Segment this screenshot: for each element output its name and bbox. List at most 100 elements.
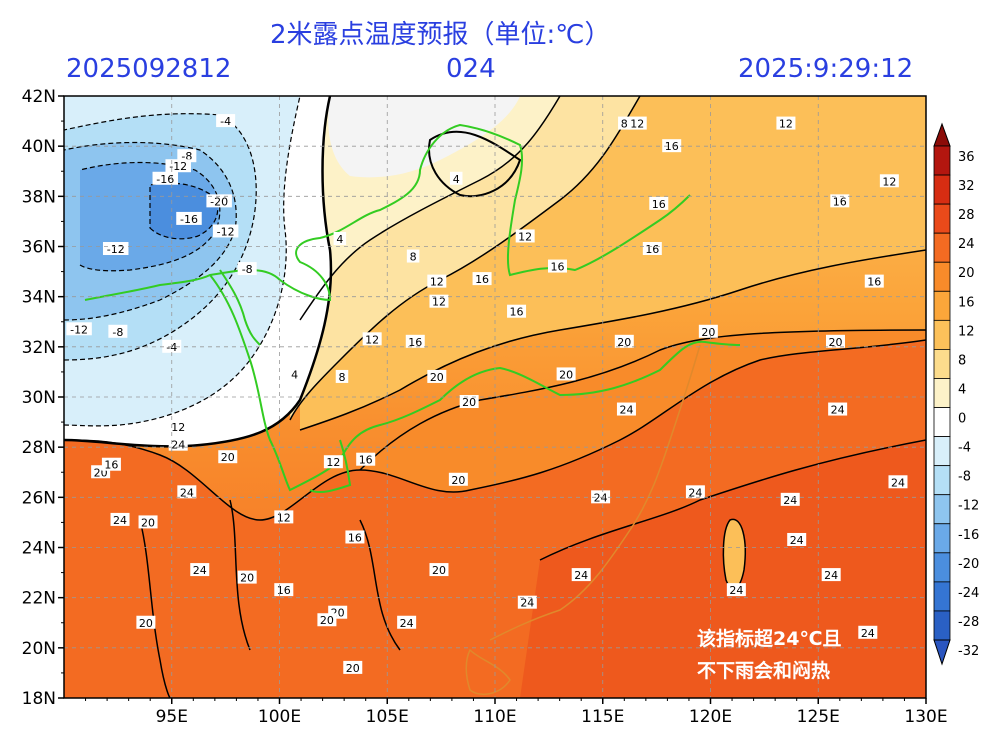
lat-tick-label: 28N bbox=[22, 438, 56, 458]
contour-label-text: 24 bbox=[688, 486, 702, 499]
contour-label-text: 16 bbox=[104, 459, 118, 472]
contour-label: 24 bbox=[787, 532, 807, 547]
colorbar-swatch bbox=[933, 581, 951, 612]
contour-label-text: 16 bbox=[652, 198, 666, 211]
contour-label-bg bbox=[345, 530, 365, 544]
contour-label: 24 bbox=[858, 625, 878, 640]
contour-label-text: -8 bbox=[112, 326, 123, 339]
valid-time: 2025:9:29:12 bbox=[738, 54, 914, 84]
contour-label-text: -20 bbox=[210, 195, 228, 208]
contour-label-bg bbox=[591, 490, 611, 504]
contour-label-text: 24 bbox=[171, 439, 185, 452]
contour-label-bg bbox=[177, 149, 197, 163]
contour-label: 20 bbox=[825, 334, 845, 349]
contour-label-bg bbox=[828, 402, 848, 416]
contour-label-text: 16 bbox=[277, 584, 291, 597]
colorbar-swatch bbox=[933, 523, 951, 554]
contour-label-bg bbox=[888, 475, 908, 489]
contour-label-bg bbox=[323, 455, 343, 469]
colorbar-swatch bbox=[933, 290, 951, 321]
contour-label-text: 24 bbox=[729, 584, 743, 597]
contour-label: 24 bbox=[726, 583, 746, 597]
contour-label: 24 bbox=[591, 490, 611, 504]
contour-label-text: 20 bbox=[240, 572, 254, 585]
contour-label-bg bbox=[206, 194, 232, 208]
lat-tick-label: 20N bbox=[22, 639, 56, 659]
zone-28 bbox=[520, 440, 926, 698]
contour-label-bg bbox=[830, 194, 850, 208]
contour-label-bg bbox=[649, 196, 669, 210]
colorbar-swatch bbox=[933, 552, 951, 583]
colorbar-bottom-arrow bbox=[933, 639, 951, 666]
colorbar-swatch bbox=[933, 203, 951, 234]
note-line-2: 不下雨会和闷热 bbox=[697, 660, 831, 682]
contour-label-bg bbox=[642, 242, 662, 256]
colorbar-label: 8 bbox=[958, 353, 966, 368]
contour-label: 12 bbox=[515, 229, 535, 243]
contour-label-bg bbox=[317, 613, 337, 627]
contour-label-bg bbox=[136, 615, 156, 629]
contour-label-bg bbox=[362, 332, 382, 346]
contour-label-text: 12 bbox=[432, 296, 446, 309]
contour-label-text: 24 bbox=[824, 569, 838, 582]
forecast-lead-hours: 024 bbox=[446, 54, 496, 84]
lon-tick-label: 95E bbox=[156, 707, 188, 727]
contour-label-bg bbox=[427, 274, 447, 288]
lat-tick-label: 36N bbox=[22, 238, 56, 258]
contour-label: 12 bbox=[879, 174, 899, 188]
colorbar-swatch bbox=[933, 407, 951, 437]
contour-label: 20 bbox=[317, 613, 337, 627]
map-title: 2米露点温度预报（单位:℃） bbox=[270, 20, 611, 50]
contour-label-text: 12 bbox=[518, 230, 532, 243]
lat-tick-label: 32N bbox=[22, 338, 56, 358]
contour-label-text: 16 bbox=[665, 140, 679, 153]
contour-label-text: -16 bbox=[180, 213, 198, 226]
contour-label-text: 16 bbox=[348, 531, 362, 544]
colorbar-label: -4 bbox=[958, 441, 971, 456]
contour-label-bg bbox=[176, 211, 202, 225]
contour-label: 12 bbox=[627, 116, 647, 131]
colorbar-swatch bbox=[933, 174, 951, 205]
contour-label-bg bbox=[190, 563, 210, 577]
lat-tick-label: 38N bbox=[22, 187, 56, 207]
contour-label-bg bbox=[274, 583, 294, 597]
colorbar-swatch bbox=[933, 232, 951, 263]
contour-label-text: 16 bbox=[510, 306, 524, 319]
lat-tick-label: 26N bbox=[22, 488, 56, 508]
colorbar-label: -24 bbox=[958, 586, 979, 601]
contour-label-bg bbox=[335, 369, 349, 383]
contour-label: 24 bbox=[828, 402, 848, 417]
contour-label: 24 bbox=[780, 492, 800, 507]
colorbar-swatch bbox=[933, 319, 951, 350]
contour-label-bg bbox=[356, 452, 376, 466]
colorbar-swatch bbox=[933, 261, 951, 292]
contour-label: 12 bbox=[429, 294, 449, 309]
contour-label-text: 20 bbox=[139, 617, 153, 630]
contour-label-text: 16 bbox=[550, 261, 564, 274]
contour-label: 8 bbox=[335, 369, 349, 384]
contour-label: 24 bbox=[177, 485, 197, 499]
contour-label-bg bbox=[776, 116, 796, 130]
contour-label-text: -12 bbox=[70, 323, 88, 336]
contour-label-bg bbox=[343, 660, 363, 674]
contour-label: 8 bbox=[618, 116, 631, 131]
contour-label: 16 bbox=[864, 274, 884, 289]
colorbar-swatch bbox=[933, 465, 951, 496]
contour-label-text: 16 bbox=[645, 243, 659, 256]
contour-label: 12 bbox=[168, 420, 188, 434]
colorbar-swatch bbox=[933, 349, 951, 379]
lat-tick-label: 18N bbox=[22, 689, 56, 709]
contour-label: -8 bbox=[108, 324, 128, 339]
contour-label: 24 bbox=[168, 437, 188, 452]
contour-label-text: 12 bbox=[365, 333, 379, 346]
map-field bbox=[64, 96, 926, 698]
contour-label: 24 bbox=[190, 563, 210, 577]
contour-label: 16 bbox=[101, 457, 121, 472]
contour-label-bg bbox=[212, 224, 239, 238]
contour-label: 20 bbox=[556, 367, 576, 381]
contour-label: 24 bbox=[110, 512, 130, 527]
contour-label: 16 bbox=[405, 334, 425, 349]
contour-label: -16 bbox=[176, 211, 202, 226]
contour-label-bg bbox=[110, 512, 130, 526]
